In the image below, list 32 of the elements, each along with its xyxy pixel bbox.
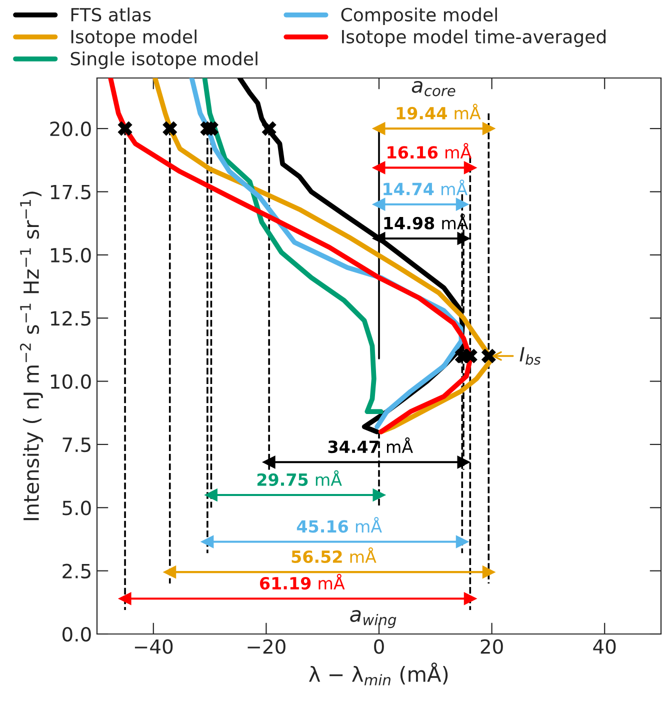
- y-tick-label: 0.0: [62, 626, 91, 642]
- text: Intensity ( nJ m$^{−2}$ s$^{−1}$ Hz$^{−1}$ sr$^{−1}$): [20, 192, 44, 520]
- y-tick-label: 17.5: [50, 184, 90, 200]
- x-tick-label: −20: [248, 639, 286, 654]
- annotation: 16.16 mÅ: [388, 142, 472, 159]
- legend-label: Isotope model time-averaged: [342, 30, 606, 47]
- annotation: 19.44 mÅ: [396, 104, 481, 120]
- x-tick-label: 40: [593, 639, 616, 654]
- y-tick-label: 2.5: [62, 564, 90, 578]
- y-tick-label: 7.5: [62, 438, 90, 452]
- x-axis-title: λ − λ$_{min}$ (mÅ): [309, 662, 448, 686]
- annotation: 45.16 mÅ: [296, 516, 382, 533]
- annotation: I$_{bs}$: [520, 347, 541, 365]
- y-tick-label: 12.5: [50, 311, 90, 326]
- legend-label: FTS atlas: [71, 8, 151, 22]
- y-tick-label: 15.0: [50, 248, 91, 263]
- annotation: 29.75 mÅ: [257, 470, 342, 486]
- legend-label: Composite model: [341, 8, 497, 25]
- y-tick-label: 5.0: [62, 500, 91, 516]
- y-tick-label: 20.0: [50, 122, 91, 136]
- x-tick-label: −40: [134, 639, 173, 654]
- x-tick-label: 20: [480, 639, 503, 654]
- annotation: 34.47 mÅ: [328, 437, 413, 454]
- x-tick-label: 0: [374, 639, 384, 654]
- annotation: a$_{core}$: [412, 80, 456, 96]
- legend-label: Single isotope model: [70, 52, 258, 69]
- annotation: 56.52 mÅ: [292, 547, 376, 564]
- legend-label: Isotope model: [71, 30, 196, 47]
- annotation: a$_{wing}$: [350, 610, 396, 628]
- y-tick-label: 10.0: [50, 374, 91, 389]
- annotation: 61.19 mÅ: [260, 574, 345, 590]
- annotation: 14.74 mÅ: [384, 180, 468, 196]
